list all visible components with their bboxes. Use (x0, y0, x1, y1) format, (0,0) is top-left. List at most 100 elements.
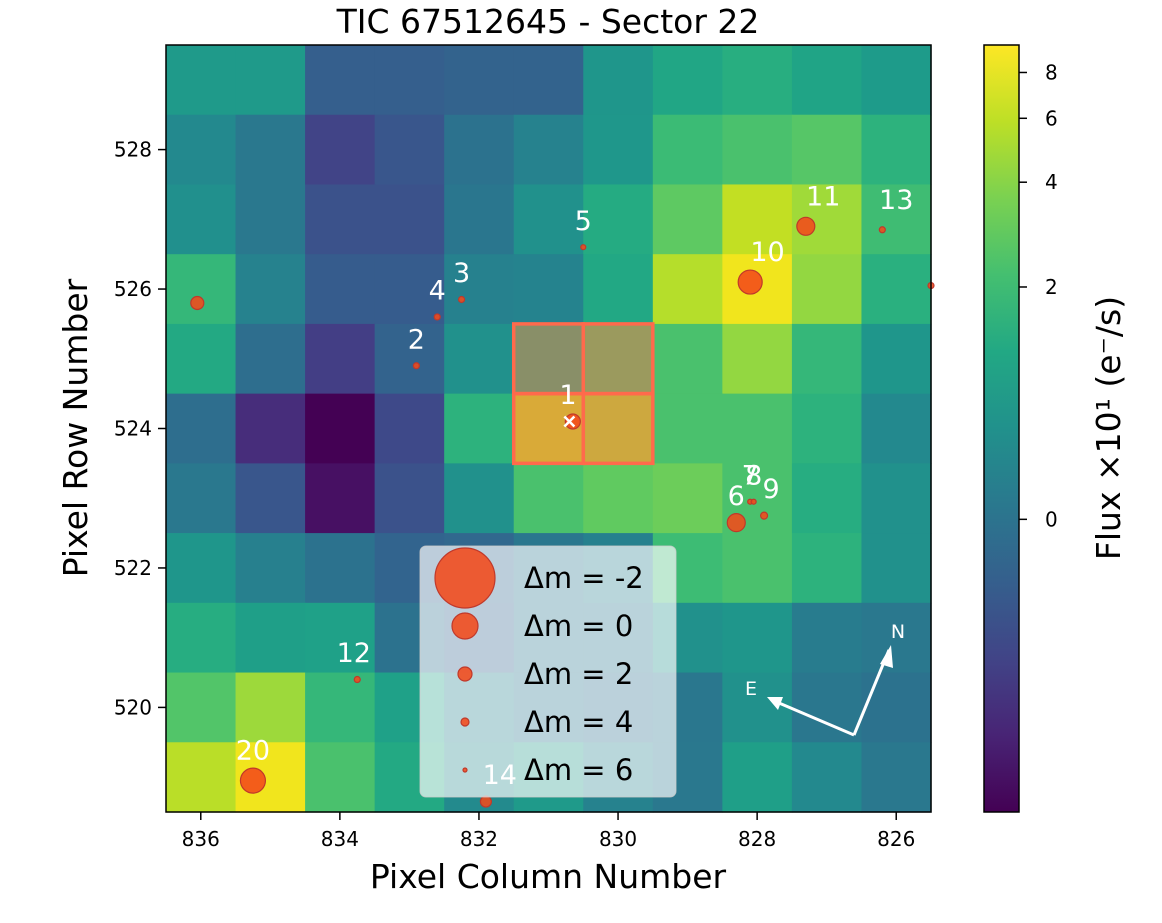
heatmap-pixel (722, 742, 793, 813)
legend-label: Δm = 2 (524, 657, 633, 691)
heatmap-pixel (305, 393, 376, 464)
heatmap-pixel (652, 323, 723, 395)
heatmap-pixel (583, 463, 654, 534)
y-axis-ticks: 520 522 524 526 528 (114, 138, 166, 719)
heatmap-pixel (444, 184, 515, 255)
heatmap-pixel (583, 45, 654, 116)
star-label: 4 (429, 276, 446, 307)
star-label: 12 (337, 638, 371, 669)
heatmap-pixel (652, 184, 723, 255)
legend-marker (462, 767, 468, 773)
star-marker (433, 313, 441, 321)
heatmap-pixel (235, 254, 306, 325)
colorbar-frame (983, 44, 1020, 813)
heatmap-pixel (861, 672, 932, 743)
heatmap-pixel (513, 323, 584, 395)
legend-marker (457, 666, 473, 682)
colorbar-tick-label: 2 (1045, 275, 1058, 299)
heatmap-pixel (305, 463, 376, 534)
heatmap-pixel (861, 533, 932, 604)
heatmap-pixel (305, 184, 376, 255)
heatmap-pixel (166, 323, 237, 395)
heatmap-pixel (652, 463, 723, 534)
aperture-pixel (581, 322, 655, 396)
star-label: 3 (453, 258, 470, 289)
star-label: 20 (236, 736, 270, 767)
star-marker (479, 795, 493, 808)
heatmap-pixel (861, 254, 932, 325)
east-arrowhead (767, 697, 783, 710)
heatmap-pixel (374, 393, 445, 464)
heatmap-pixel (722, 533, 793, 604)
star-marker (726, 513, 746, 533)
y-tick-label: 522 (114, 556, 152, 580)
heatmap-pixel (374, 114, 445, 186)
star-label: 8 (745, 460, 762, 491)
heatmap-pixel (722, 672, 793, 743)
heatmap-pixel (305, 45, 376, 116)
heatmap-pixel (513, 184, 584, 255)
x-tick-label: 828 (738, 827, 776, 851)
legend-marker (451, 612, 479, 640)
legend-label: Δm = 4 (524, 705, 633, 739)
x-tick-label: 830 (599, 827, 637, 851)
star-marker (564, 413, 581, 430)
star-marker (878, 226, 886, 234)
legend-marker (460, 717, 470, 727)
north-label: N (891, 621, 905, 643)
heatmap-pixel (791, 45, 863, 116)
star-marker (580, 244, 587, 251)
east-label: E (745, 678, 757, 700)
heatmap-pixel (166, 602, 237, 674)
x-axis-ticks: 836 834 832 830 828 826 (182, 812, 915, 851)
y-tick-label: 520 (114, 695, 152, 719)
heatmap-pixel (235, 672, 306, 743)
heatmap-pixel (583, 323, 654, 395)
heatmap-pixel (861, 323, 932, 395)
star-label: 5 (575, 206, 592, 237)
heatmap-pixel (166, 672, 237, 743)
x-tick-label: 834 (321, 827, 359, 851)
heatmap-pixel (444, 323, 515, 395)
heatmap-pixel (444, 114, 515, 186)
y-tick-label: 524 (114, 417, 152, 441)
heatmap-pixel (861, 742, 932, 813)
heatmap-pixel (722, 114, 793, 186)
heatmap-pixel (861, 602, 932, 674)
heatmap-pixel (722, 393, 793, 464)
star-label: 7 (742, 460, 759, 491)
star-marker (239, 767, 267, 794)
star-marker (190, 295, 205, 311)
heatmap-pixel (583, 254, 654, 325)
star-label: 6 (728, 481, 745, 512)
heatmap-pixel (444, 45, 515, 116)
star-marker (412, 362, 420, 370)
heatmap-pixel (305, 254, 376, 325)
heatmap-pixel (305, 672, 376, 743)
star-marker (759, 511, 769, 520)
star-marker (737, 269, 763, 295)
star-label: 9 (762, 474, 779, 505)
east-arrow-line (771, 698, 855, 737)
heatmap-pixel (374, 323, 445, 395)
heatmap-pixel (513, 254, 584, 325)
x-tick-label: 826 (877, 827, 915, 851)
colorbar-tick-label: 4 (1045, 170, 1058, 194)
heatmap-pixel (791, 672, 863, 743)
heatmap-pixel (722, 323, 793, 395)
colorbar (984, 45, 1019, 812)
heatmap-pixel (791, 114, 863, 186)
heatmap-pixel (166, 254, 237, 325)
north-arrowhead (880, 645, 893, 668)
star-label: 13 (879, 185, 913, 216)
heatmap-pixel (791, 463, 863, 534)
heatmap-pixel (791, 533, 863, 604)
heatmap-pixel (444, 463, 515, 534)
heatmap-pixel (861, 393, 932, 464)
heatmap-pixel (166, 533, 237, 604)
heatmap-pixel (652, 45, 723, 116)
heatmap-pixel (791, 393, 863, 464)
heatmap-pixel (722, 184, 793, 255)
aperture-mask (511, 322, 655, 466)
legend-box (419, 545, 677, 798)
